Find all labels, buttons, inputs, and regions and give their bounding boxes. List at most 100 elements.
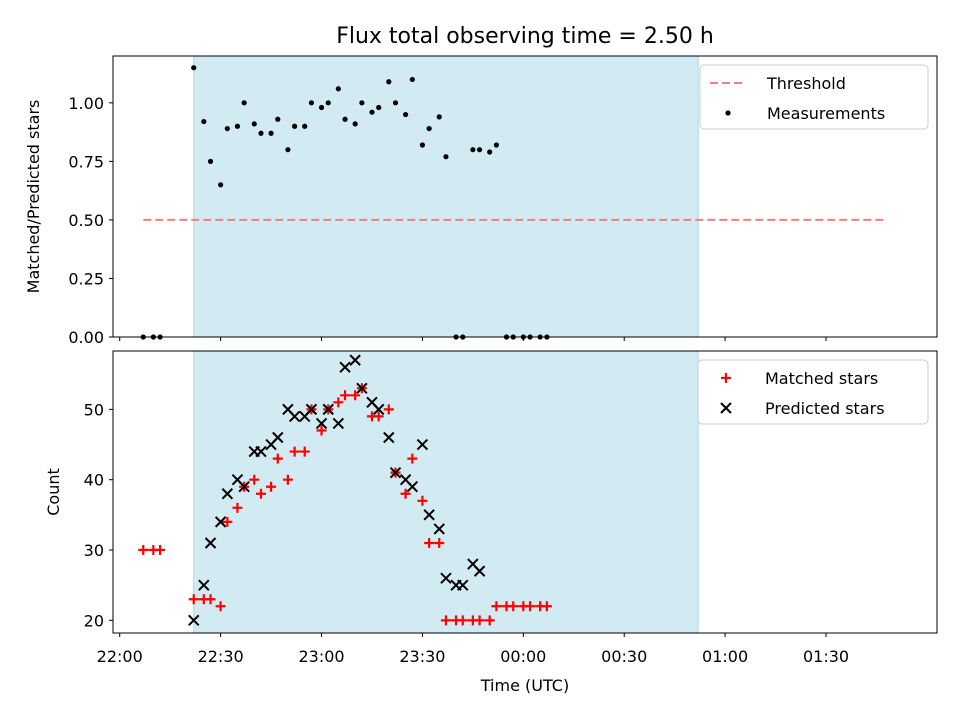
predicted-star-point [457, 579, 469, 591]
measurement-point [392, 100, 399, 106]
measurement-point [419, 142, 426, 148]
predicted-star-point [383, 431, 395, 444]
matched-star-point [289, 446, 300, 457]
predicted-star-point [315, 417, 328, 430]
legend-matched-swatch [721, 373, 731, 383]
matched-star-point [400, 488, 411, 499]
matched-star-point [417, 495, 428, 506]
matched-star-point [350, 390, 361, 401]
predicted-star-point [188, 614, 200, 627]
predicted-star-point [305, 403, 318, 416]
measurement-point [241, 100, 247, 106]
y-tick-label: 0.50 [68, 211, 104, 230]
measurement-point [376, 104, 382, 111]
y-tick-label: 30 [84, 541, 104, 560]
predicted-star-point [272, 431, 284, 444]
x-tick-label: 01:00 [702, 647, 748, 666]
matched-star-point [188, 594, 199, 605]
measurement-point [470, 147, 476, 153]
legend-box [697, 359, 929, 425]
measurement-point [285, 147, 291, 153]
predicted-star-point [339, 361, 351, 373]
matched-star-point [484, 615, 495, 626]
measurement-point [258, 130, 264, 136]
y-axis-label: Count [44, 468, 63, 516]
plot-frame [112, 350, 938, 634]
y-tick-label: 0.00 [68, 328, 104, 347]
measurement-point [487, 149, 493, 155]
measurement-point [325, 100, 331, 106]
measurement-point [191, 65, 197, 71]
measurement-point [224, 125, 230, 132]
predicted-star-point [440, 572, 452, 584]
measurement-point [335, 86, 341, 92]
matched-star-point [407, 453, 418, 464]
plot-frame [112, 55, 938, 338]
matched-star-point [474, 615, 485, 626]
matched-star-point [373, 411, 384, 422]
predicted-star-point [198, 579, 210, 591]
chart-title: Flux total observing time = 2.50 h [336, 24, 714, 49]
matched-star-point [222, 516, 233, 527]
x-tick-label: 23:30 [399, 647, 445, 666]
legend-box [699, 64, 929, 130]
matched-star-point [508, 601, 519, 612]
matched-star-point [299, 446, 310, 457]
matched-star-point [155, 545, 166, 556]
predicted-star-point [473, 565, 486, 577]
matched-star-point [272, 453, 283, 464]
x-tick-label: 01:30 [803, 647, 849, 666]
matched-star-point [215, 601, 226, 612]
legend-label: Threshold [766, 74, 846, 93]
matched-star-point [457, 615, 468, 626]
measurement-point [359, 100, 365, 106]
matched-star-point [491, 601, 502, 612]
predicted-star-point [423, 509, 435, 521]
legend-label: Predicted stars [765, 399, 885, 418]
observing-window-band [193, 351, 699, 633]
measurement-point [342, 116, 348, 122]
matched-star-point [383, 404, 394, 415]
matched-star-point [205, 594, 216, 605]
matched-star-point [282, 474, 293, 485]
predicted-star-point [332, 417, 345, 430]
legend-measurement-swatch [725, 110, 731, 116]
matched-star-point [316, 425, 327, 436]
predicted-star-point [214, 516, 227, 528]
matched-star-point [424, 537, 435, 548]
predicted-star-point [322, 403, 334, 416]
y-tick-label: 50 [84, 400, 104, 419]
matched-star-point [249, 474, 260, 485]
measurement-point [369, 109, 375, 115]
y-tick-label: 0.75 [68, 152, 104, 171]
measurement-point [403, 111, 409, 118]
measurement-point [234, 123, 241, 129]
predicted-star-point [416, 438, 429, 451]
y-tick-label: 1.00 [68, 94, 104, 113]
measurement-point [292, 123, 298, 129]
measurement-point [426, 125, 432, 132]
y-axis-label: Matched/Predicted stars [24, 100, 43, 294]
predicted-star-point [255, 445, 267, 458]
matched-star-point [255, 488, 266, 499]
measurement-point [218, 182, 224, 188]
y-tick-label: 20 [84, 611, 104, 630]
matched-star-point [232, 502, 243, 513]
measurement-point [476, 147, 483, 153]
x-tick-label: 22:00 [97, 647, 143, 666]
matched-star-point [333, 397, 344, 408]
x-tick-label: 22:30 [198, 647, 244, 666]
measurement-point [207, 158, 214, 164]
predicted-star-point [349, 354, 361, 366]
measurement-point [302, 123, 308, 129]
measurement-point [493, 142, 500, 148]
legend-predicted-swatch [720, 402, 732, 414]
legend-label: Matched stars [765, 369, 878, 388]
measurement-point [275, 116, 281, 122]
x-tick-label: 23:00 [298, 647, 344, 666]
measurement-point [409, 76, 415, 83]
observing-window-band [193, 56, 699, 337]
predicted-star-point [204, 537, 217, 549]
matched-star-point [340, 390, 351, 401]
